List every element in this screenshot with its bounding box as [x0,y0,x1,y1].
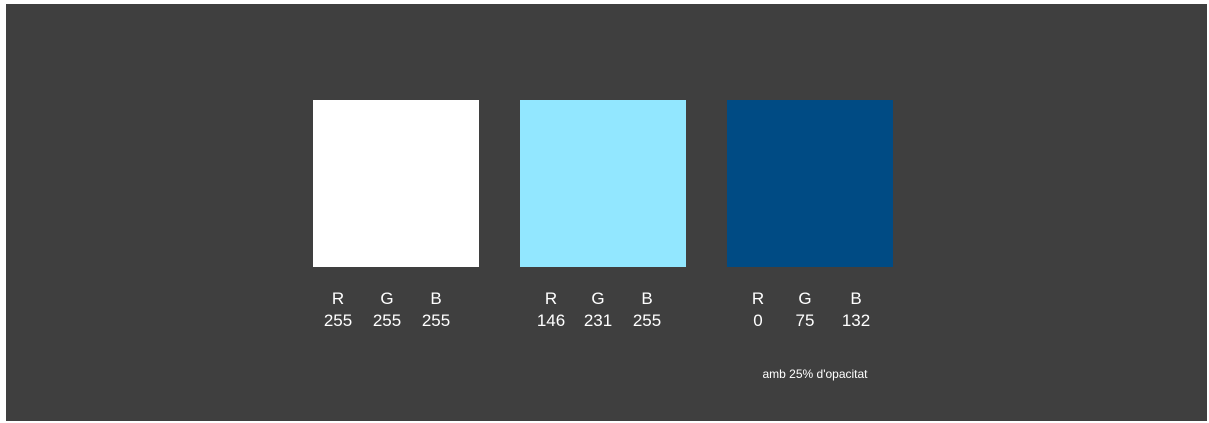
color-swatch-dark-blue [727,100,893,267]
red-value: 0 [753,311,763,330]
blue-label: B [430,289,442,308]
green-value: 75 [795,311,815,330]
blue-value: 255 [632,311,662,330]
color-swatch-white [313,100,479,267]
blue-value: 132 [841,311,871,330]
green-label: G [380,289,394,308]
rgb-green-column: G 255 [364,288,410,332]
blue-value: 255 [421,311,451,330]
rgb-red-column: R 0 [735,288,781,332]
red-value: 146 [536,311,566,330]
red-label: R [751,289,765,308]
rgb-green-column: G 75 [782,288,828,332]
rgb-red-column: R 255 [315,288,361,332]
rgb-green-column: G 231 [575,288,621,332]
green-label: G [591,289,605,308]
green-value: 231 [583,311,613,330]
red-label: R [331,289,345,308]
color-swatch-light-blue [520,100,686,267]
rgb-blue-column: B 255 [624,288,670,332]
opacity-note: amb 25% d'opacitat [762,367,868,381]
blue-label: B [641,289,653,308]
palette-canvas: R 255 G 255 B 255 R 146 G 231 B 255 R 0 [6,4,1207,421]
rgb-red-column: R 146 [528,288,574,332]
green-label: G [798,289,812,308]
rgb-blue-column: B 255 [413,288,459,332]
red-label: R [544,289,558,308]
rgb-blue-column: B 132 [833,288,879,332]
blue-label: B [850,289,862,308]
red-value: 255 [323,311,353,330]
green-value: 255 [372,311,402,330]
